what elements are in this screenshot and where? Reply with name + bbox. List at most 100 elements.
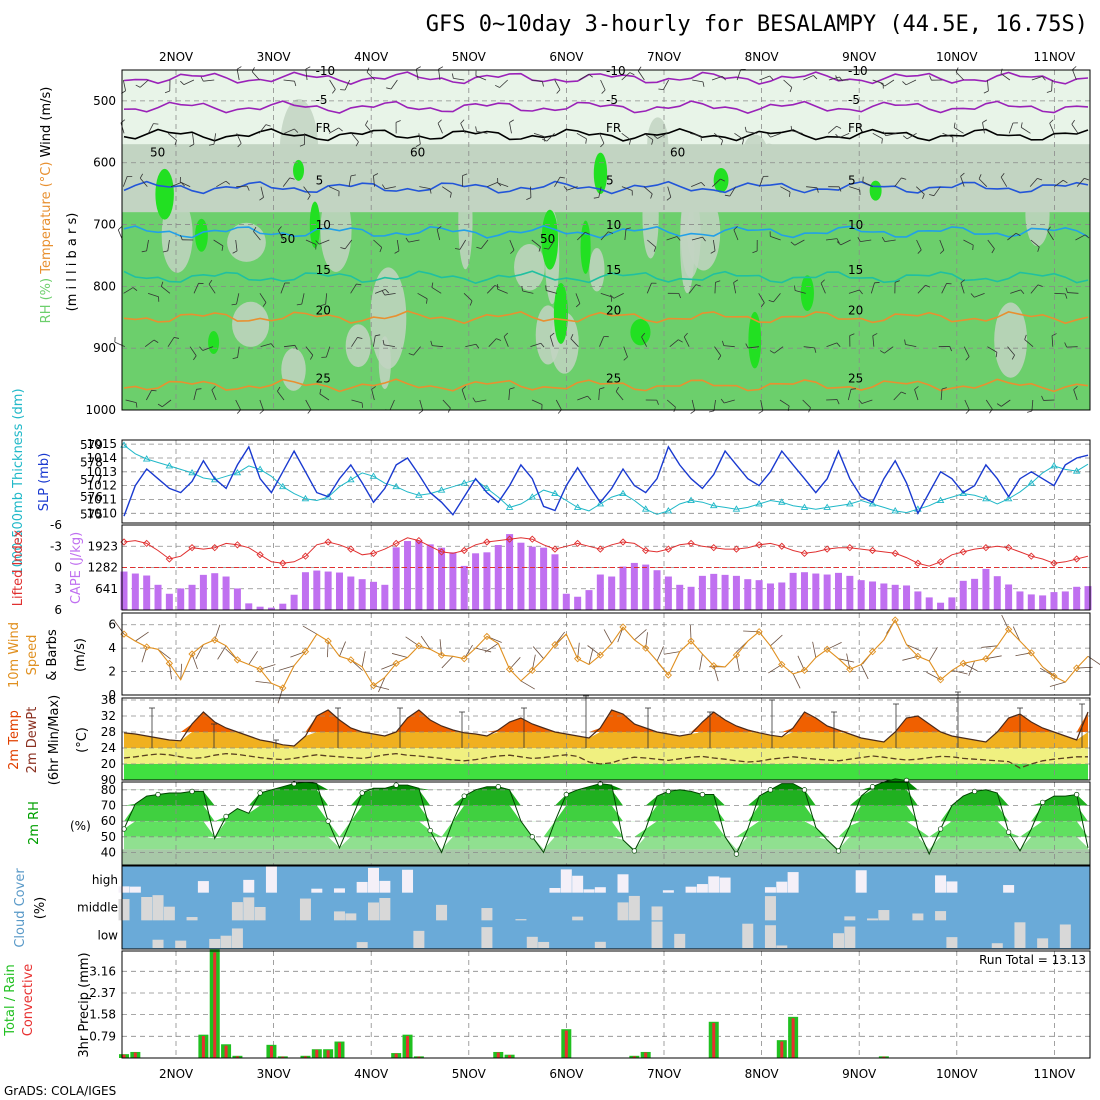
rh-point bbox=[971, 788, 978, 795]
wind-barb bbox=[733, 226, 738, 231]
thickness-point bbox=[369, 472, 378, 479]
wind-barb bbox=[237, 346, 240, 358]
wind-barb bbox=[770, 236, 781, 241]
wind-barb bbox=[978, 178, 988, 187]
wind-barb bbox=[872, 79, 884, 84]
wind-speed-point bbox=[505, 665, 514, 673]
wind-barb bbox=[598, 389, 600, 401]
wind-barb bbox=[415, 143, 421, 148]
wind-barb bbox=[442, 399, 451, 409]
cloud-bar bbox=[379, 880, 391, 893]
wind-barb bbox=[1007, 232, 1017, 241]
wind-barb bbox=[769, 75, 774, 80]
cloud-bar bbox=[368, 902, 380, 921]
surface-wind-barb bbox=[792, 673, 801, 689]
wind-barb bbox=[759, 75, 770, 81]
cloud-bar bbox=[617, 874, 629, 893]
rh-saturated-pocket bbox=[155, 168, 174, 220]
wind-barb bbox=[901, 177, 907, 180]
wind-barb bbox=[315, 240, 320, 245]
wind-barb bbox=[1073, 386, 1078, 390]
li-point bbox=[437, 548, 446, 556]
wind-barb bbox=[555, 399, 562, 410]
li-point bbox=[415, 536, 423, 545]
wind-barb bbox=[193, 283, 199, 294]
wind-barb bbox=[556, 89, 561, 94]
wind-barb bbox=[374, 288, 386, 294]
temp-line bbox=[123, 709, 1089, 747]
wind-barb bbox=[540, 342, 545, 348]
wind-barb bbox=[429, 188, 432, 194]
cape-bar bbox=[608, 576, 616, 610]
slp-axis-label: SLP (mb) bbox=[37, 453, 52, 512]
wind-barb bbox=[497, 288, 508, 294]
li-point bbox=[1004, 544, 1013, 552]
wind-barb bbox=[486, 285, 496, 294]
wind-barb bbox=[357, 337, 363, 339]
wind-speed-point bbox=[279, 684, 287, 692]
cape-bar bbox=[857, 580, 865, 610]
li-point bbox=[619, 538, 627, 546]
wind-barb bbox=[621, 186, 633, 191]
wind-barb bbox=[733, 279, 739, 283]
wind-barb bbox=[600, 231, 609, 241]
thickness-point bbox=[687, 496, 695, 503]
rh-point bbox=[495, 784, 501, 790]
rh-band bbox=[124, 789, 1088, 806]
cape-bar bbox=[347, 576, 355, 610]
wind-speed-point bbox=[551, 640, 559, 649]
rh-dry-pocket bbox=[378, 336, 391, 390]
rh-dry-pocket bbox=[755, 143, 783, 207]
thickness-point bbox=[664, 507, 673, 514]
wind-speed-point bbox=[347, 656, 355, 664]
wind-barb bbox=[711, 75, 723, 81]
wind-barb bbox=[717, 355, 722, 361]
wind-speed-point bbox=[324, 637, 332, 645]
wind-barb bbox=[623, 356, 628, 361]
wind-barb bbox=[643, 186, 653, 195]
wind-barb bbox=[1000, 173, 1005, 178]
wind-barb bbox=[548, 239, 555, 250]
wind-barb bbox=[151, 389, 157, 392]
wind-barb bbox=[760, 399, 764, 411]
wind-barb bbox=[794, 285, 796, 291]
li-tick-label: -3 bbox=[50, 539, 62, 553]
surface-wind-barb bbox=[302, 625, 318, 635]
x-day-label: 2NOV bbox=[159, 1067, 194, 1081]
wind-barb bbox=[700, 135, 702, 141]
isotherm-label: FR bbox=[848, 121, 863, 135]
cloud-bar bbox=[402, 869, 414, 893]
wind-barb bbox=[408, 353, 414, 356]
wind-barb bbox=[542, 81, 544, 87]
wind-barb bbox=[789, 191, 791, 197]
cloud-background bbox=[122, 866, 1090, 949]
wind-barb bbox=[813, 75, 818, 80]
wind-barb bbox=[463, 293, 473, 302]
wind-barb bbox=[531, 399, 543, 405]
rh-saturated-pocket bbox=[580, 220, 591, 274]
cape-bar bbox=[834, 572, 842, 610]
isotherm-line bbox=[123, 378, 1089, 393]
rh-saturated-pocket bbox=[630, 318, 651, 346]
thickness-point bbox=[596, 500, 605, 507]
wind-speed-point bbox=[1050, 672, 1058, 680]
isotherm-label: 25 bbox=[316, 371, 331, 385]
wind-barb bbox=[643, 133, 654, 141]
wind-barb bbox=[678, 339, 683, 343]
wind-barb bbox=[790, 125, 793, 131]
cape-bar bbox=[630, 562, 638, 610]
wind-barb bbox=[1064, 342, 1068, 348]
wind-barb bbox=[720, 140, 724, 146]
wind-barb bbox=[509, 239, 515, 251]
rh-unit-label: (%) bbox=[70, 819, 91, 833]
isotherm-label: 15 bbox=[848, 263, 863, 277]
wind-barb bbox=[510, 249, 515, 254]
temp-band bbox=[124, 748, 1088, 764]
wind-barb bbox=[203, 79, 215, 82]
x-day-label: 8NOV bbox=[745, 50, 780, 64]
cloud-bar bbox=[515, 919, 527, 921]
wind-barb bbox=[734, 133, 744, 140]
wind-barb bbox=[941, 387, 947, 390]
wind-barb bbox=[729, 186, 736, 197]
upper-air-frame bbox=[121, 69, 1091, 411]
